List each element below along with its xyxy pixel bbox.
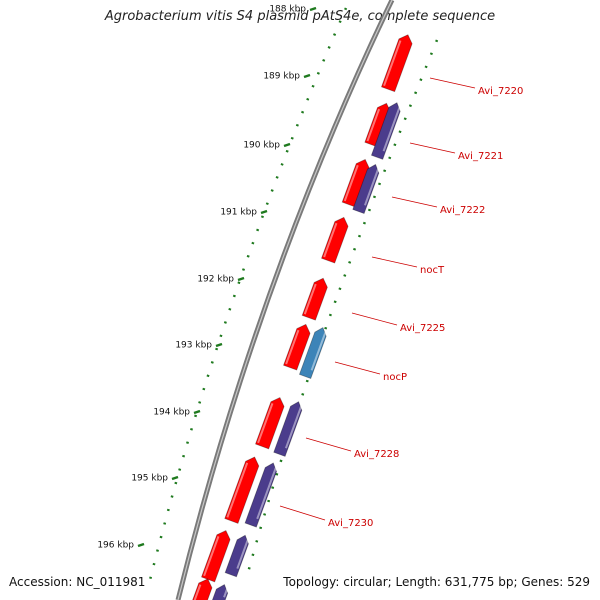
reverse-gene-arrow[interactable] xyxy=(352,162,381,215)
gene-label[interactable]: Avi_7230 xyxy=(328,518,373,529)
reverse-gene-arrow[interactable] xyxy=(273,400,304,457)
gene-label[interactable]: Avi_7220 xyxy=(478,86,523,97)
map-title: Agrobacterium vitis S4 plasmid pAtS4e, c… xyxy=(104,9,496,24)
tick-label: 191 kbp xyxy=(220,208,257,218)
forward-gene-arrow[interactable] xyxy=(224,455,261,524)
label-connector xyxy=(371,256,418,268)
tick-label: 194 kbp xyxy=(153,408,190,418)
forward-gene-arrow[interactable] xyxy=(283,322,313,371)
tick-label: 195 kbp xyxy=(131,474,168,484)
label-connector xyxy=(351,312,398,326)
forward-gene-arrow[interactable] xyxy=(255,395,287,450)
reverse-gene-arrow[interactable] xyxy=(211,583,230,600)
tick-mark xyxy=(303,73,311,79)
gene-arrows xyxy=(191,32,415,600)
accession-label: Accession: NC_011981 xyxy=(9,575,146,589)
gene-label[interactable]: Avi_7225 xyxy=(400,323,445,334)
tick-mark xyxy=(193,409,201,415)
label-connector xyxy=(429,77,476,89)
forward-gene-arrow[interactable] xyxy=(201,528,233,583)
reverse-gene-arrow[interactable] xyxy=(244,461,279,528)
label-connector xyxy=(305,437,352,452)
tick-label: 196 kbp xyxy=(97,541,134,551)
tick-mark xyxy=(237,276,245,282)
label-connector xyxy=(279,505,326,521)
forward-gene-arrow[interactable] xyxy=(380,32,415,93)
gene-labels: Avi_7220 Avi_7221 Avi_7222 nocT Avi_7225 nocP… xyxy=(279,77,523,529)
label-connector xyxy=(391,196,438,208)
gene-label[interactable]: nocT xyxy=(420,265,445,276)
reverse-gene-arrow[interactable] xyxy=(224,533,251,578)
tick-label: 189 kbp xyxy=(263,72,300,82)
tick-mark xyxy=(309,6,317,12)
tick-label: 193 kbp xyxy=(175,341,212,351)
tick-label: 190 kbp xyxy=(243,141,280,151)
forward-gene-arrow[interactable] xyxy=(321,215,351,264)
tick-mark xyxy=(260,209,268,215)
tick-mark xyxy=(283,142,291,148)
highlighted-gene-arrow[interactable] xyxy=(298,326,328,379)
tick-label: 192 kbp xyxy=(197,275,234,285)
reverse-gene-arrow[interactable] xyxy=(370,101,402,160)
forward-gene-arrow[interactable] xyxy=(341,157,372,208)
tick-mark xyxy=(137,542,145,548)
topology-summary: Topology: circular; Length: 631,775 bp; … xyxy=(283,575,590,589)
gene-label[interactable]: Avi_7222 xyxy=(440,205,485,216)
tick-label: 188 kbp xyxy=(269,5,306,15)
gene-label[interactable]: nocP xyxy=(383,372,407,383)
forward-gene-arrow[interactable] xyxy=(191,576,215,600)
plasmid-backbone xyxy=(175,0,395,600)
label-connector xyxy=(334,361,381,375)
gene-label[interactable]: Avi_7228 xyxy=(354,449,399,460)
tick-labels: 188 kbp 189 kbp 190 kbp 191 kbp 192 kbp 193 k… xyxy=(97,5,317,551)
tick-mark xyxy=(215,342,223,348)
tick-mark xyxy=(171,475,179,481)
gene-label[interactable]: Avi_7221 xyxy=(458,151,503,162)
inner-tick-track xyxy=(244,39,439,581)
label-connector xyxy=(409,142,456,154)
forward-gene-arrow[interactable] xyxy=(301,276,330,321)
